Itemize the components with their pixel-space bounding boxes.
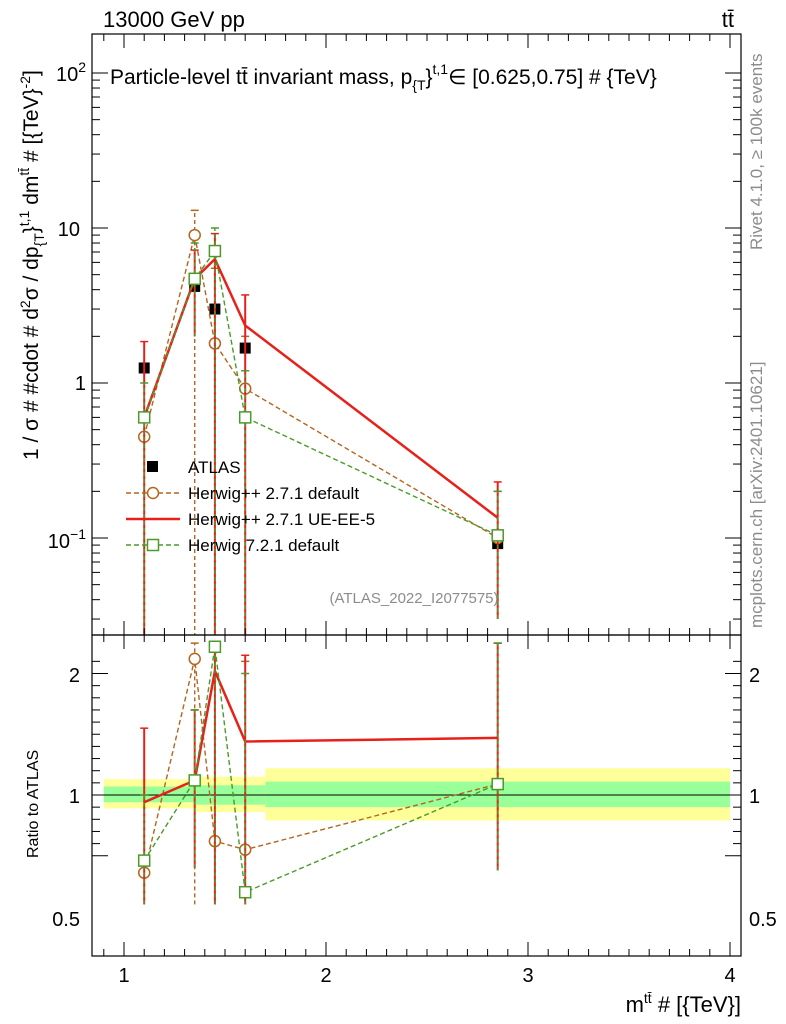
ratio-tick-left-0: 0.5 — [52, 909, 80, 931]
x-tick-label-1: 2 — [320, 965, 331, 987]
herwig-7-2-1-default-ratio-point-2 — [208, 640, 222, 654]
herwig-7-2-1-default-point-0 — [137, 411, 151, 424]
y-axis-label: 1 / σ # #cdot # d2σ / dp{T}t,1 dmtt̄ # [… — [16, 70, 47, 460]
herwig-2-7-1-default-point-1 — [188, 228, 201, 242]
mcplots-label: mcplots.cern.ch [arXiv:2401.10621] — [747, 362, 766, 628]
herwig-7-2-1-default-ratio-point-4 — [491, 777, 504, 791]
herwig-7-2-1-default-point-4 — [491, 529, 504, 542]
x-tick-label-3: 4 — [724, 965, 735, 987]
herwig-7-2-1-default-point-1 — [188, 272, 201, 286]
herwig-7-2-1-default-ratio-point-3 — [238, 885, 252, 899]
legend-marker-atlas — [147, 461, 158, 472]
x-tick-label-0: 1 — [118, 965, 129, 987]
herwig-7-2-1-default-ratio-point-1 — [188, 774, 201, 787]
herwig-7-2-1-default-point-2 — [208, 244, 222, 258]
legend-label-herwigpp-default: Herwig++ 2.7.1 default — [188, 484, 359, 503]
ratio-tick-left-2: 2 — [69, 665, 80, 687]
herwig-7-2-1-default-ratio-line — [143, 646, 498, 894]
process-label: tt̄ — [722, 7, 734, 32]
y-tick-label-3: 102 — [56, 59, 86, 86]
energy-label: 13000 GeV pp — [103, 7, 245, 32]
legend: ATLAS Herwig++ 2.7.1 default Herwig++ 2.… — [126, 458, 375, 555]
legend-label-herwigpp-ueee5: Herwig++ 2.7.1 UE-EE-5 — [188, 510, 375, 529]
ratio-tick-right-0: 0.5 — [749, 909, 777, 931]
herwig-2-7-1-ue-ee-5-line — [143, 256, 499, 519]
rivet-label: Rivet 4.1.0, ≥ 100k events — [747, 54, 766, 250]
ratio-series-layer — [137, 640, 504, 905]
herwig-7-2-1-default-ratio-point-0 — [137, 854, 151, 867]
ratio-axis-label: Ratio to ATLAS — [25, 750, 42, 858]
herwig-2-7-1-default-line — [143, 234, 499, 539]
analysis-id: (ATLAS_2022_I2077575) — [329, 590, 498, 607]
ratio-tick-right-1: 1 — [749, 786, 760, 808]
x-tick-label-2: 3 — [522, 965, 533, 987]
herwig-2-7-1-default-ratio-point-1 — [188, 652, 201, 666]
x-axis-label: mtt̄ # [{TeV}] — [626, 990, 741, 1017]
y-tick-label-0: 10−1 — [48, 526, 86, 553]
main-series-layer — [137, 209, 504, 635]
axis-ticks — [92, 34, 741, 956]
chart-title: Particle-level tt̄ invariant mass, p{T}t… — [110, 61, 657, 93]
legend-marker-herwig7 — [146, 538, 160, 552]
ratio-tick-left-1: 1 — [69, 786, 80, 808]
y-tick-label-2: 10 — [58, 219, 80, 241]
legend-marker-herwigpp-default — [146, 486, 160, 500]
ratio-tick-right-2: 2 — [749, 665, 760, 687]
herwig-7-2-1-default-line — [143, 249, 498, 536]
legend-label-atlas: ATLAS — [188, 458, 241, 477]
y-tick-label-1: 1 — [75, 373, 86, 395]
legend-label-herwig7: Herwig 7.2.1 default — [188, 536, 339, 555]
herwig-7-2-1-default-point-3 — [238, 411, 252, 424]
